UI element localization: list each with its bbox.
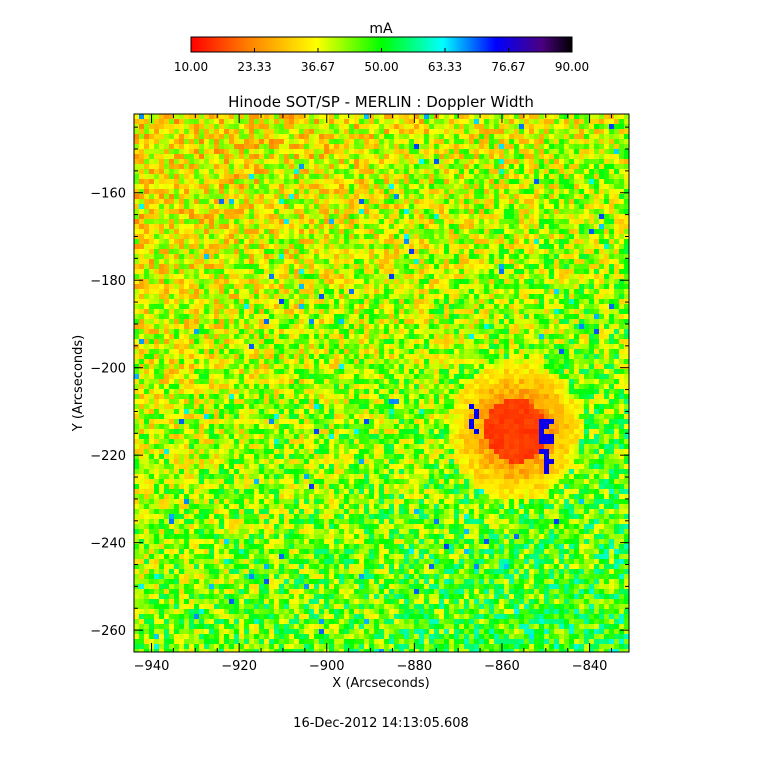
doppler-width-map: [134, 114, 629, 652]
x-tick-label: −900: [309, 659, 345, 674]
timestamp: 16-Dec-2012 14:13:05.608: [293, 716, 469, 731]
x-tick-label: −940: [134, 659, 170, 674]
y-axis-ticks: −160 −180 −200 −220 −240 −260: [90, 126, 629, 653]
colorbar-unit-label: mA: [369, 21, 393, 37]
colorbar-tick-label: 76.67: [491, 60, 525, 74]
y-axis-label: Y (Arcseconds): [71, 335, 86, 432]
y-tick-label: −180: [90, 274, 126, 289]
colorbar-tick-label: 36.67: [301, 60, 335, 74]
y-tick-label: −200: [90, 362, 126, 377]
colorbar-tick-label: 63.33: [428, 60, 462, 74]
x-tick-label: −860: [484, 659, 520, 674]
y-tick-label: −260: [90, 624, 126, 639]
x-axis-ticks: −940 −920 −900 −880 −860 −840: [134, 114, 612, 674]
x-tick-label: −840: [572, 659, 608, 674]
plot-title: Hinode SOT/SP - MERLIN : Doppler Width: [228, 93, 534, 111]
colorbar-tick-label: 23.33: [237, 60, 271, 74]
x-axis-label: X (Arcseconds): [332, 676, 429, 691]
x-tick-label: −920: [221, 659, 257, 674]
colorbar-ticks: 10.00 23.33 36.67 50.00 63.33 76.67 90.00: [174, 48, 589, 74]
colorbar-tick-label: 90.00: [555, 60, 589, 74]
colorbar-tick-label: 50.00: [364, 60, 398, 74]
x-tick-label: −880: [396, 659, 432, 674]
y-tick-label: −240: [90, 537, 126, 552]
plot-frame: [133, 113, 630, 653]
y-tick-label: −220: [90, 449, 126, 464]
y-tick-label: −160: [90, 187, 126, 202]
colorbar-tick-label: 10.00: [174, 60, 208, 74]
